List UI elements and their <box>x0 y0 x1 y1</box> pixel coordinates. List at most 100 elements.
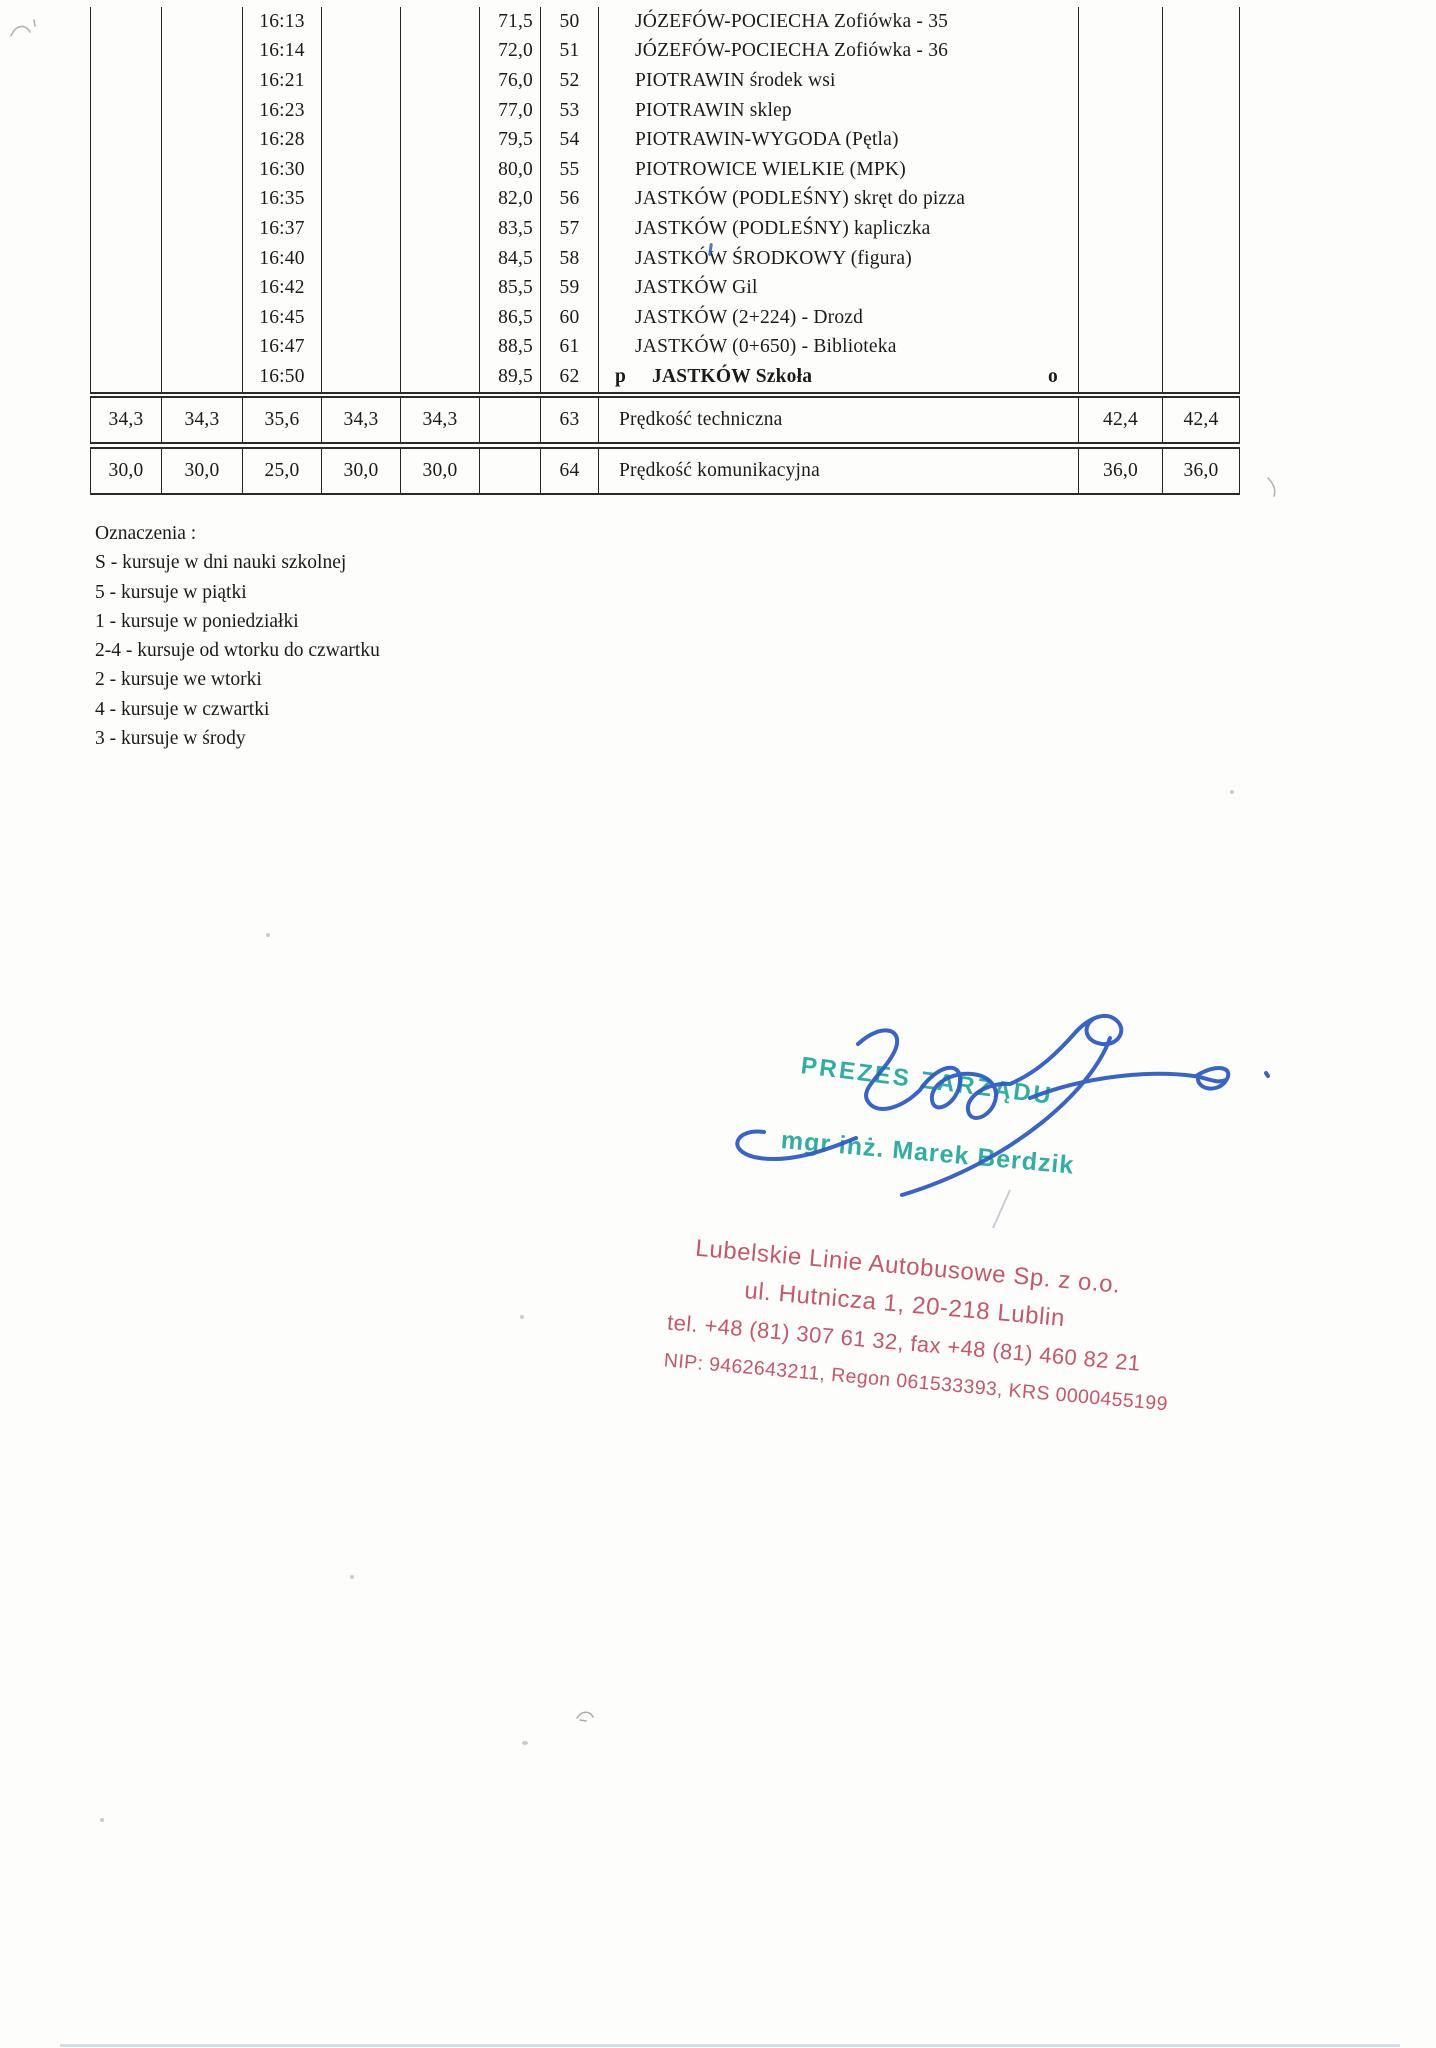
empty-cell <box>321 95 400 126</box>
empty-cell <box>161 214 242 244</box>
empty-cell <box>400 273 479 303</box>
boarding-mark: p <box>615 365 627 387</box>
departure-time: 16:37 <box>242 214 321 244</box>
departure-time: 16:35 <box>242 184 321 215</box>
legend-title: Oznaczenia : <box>95 523 197 544</box>
distance-km: 83,5 <box>479 214 540 244</box>
empty-cell <box>161 154 242 185</box>
stop-name: PIOTRAWIN środek wsi <box>598 66 1078 96</box>
speed-value: 34,3 <box>161 397 242 442</box>
empty-cell <box>400 154 479 185</box>
empty-cell <box>161 66 242 96</box>
stop-name: PIOTROWICE WIELKIE (MPK) <box>598 154 1078 185</box>
scan-artifact <box>266 933 270 937</box>
empty-cell <box>1162 243 1240 274</box>
empty-cell <box>1162 7 1240 37</box>
empty-cell <box>479 397 540 442</box>
empty-cell <box>1078 243 1162 274</box>
empty-cell <box>90 184 161 215</box>
stop-number: 55 <box>540 154 598 185</box>
empty-cell <box>90 362 161 392</box>
speed-value: 30,0 <box>90 448 161 493</box>
table-row: 16:30 80,0 55 PIOTROWICE WIELKIE (MPK) <box>90 154 1240 185</box>
empty-cell <box>321 362 400 392</box>
scan-artifact <box>10 19 36 37</box>
empty-cell <box>321 332 400 363</box>
empty-cell <box>1162 214 1240 244</box>
empty-cell <box>161 95 242 126</box>
speed-value: 35,6 <box>242 397 321 442</box>
empty-cell <box>90 154 161 185</box>
empty-cell <box>1162 332 1240 363</box>
empty-cell <box>90 332 161 363</box>
scan-artifact <box>520 1315 524 1319</box>
stop-name: JASTKÓW Gil <box>598 273 1078 303</box>
empty-cell <box>321 7 400 37</box>
stop-number: 61 <box>540 332 598 363</box>
scan-edge-line <box>60 2044 1400 2047</box>
departure-time: 16:30 <box>242 154 321 185</box>
stop-name: JASTKÓW Szkoła <box>652 365 813 387</box>
distance-km: 76,0 <box>479 66 540 96</box>
speed-row-label: Prędkość techniczna <box>598 397 1078 442</box>
departure-time: 16:23 <box>242 95 321 126</box>
stop-number: 54 <box>540 125 598 155</box>
departure-time: 16:21 <box>242 66 321 96</box>
empty-cell <box>479 448 540 493</box>
departure-time: 16:13 <box>242 7 321 37</box>
empty-cell <box>1078 302 1162 333</box>
commercial-speed-row: 30,0 30,0 25,0 30,0 30,0 64 Prędkość kom… <box>90 446 1240 495</box>
empty-cell <box>90 36 161 67</box>
table-row: 16:37 83,5 57 JASTKÓW (PODLEŚNY) kaplicz… <box>90 214 1240 244</box>
empty-cell <box>161 184 242 215</box>
scan-artifact <box>522 1741 528 1745</box>
distance-km: 72,0 <box>479 36 540 67</box>
alighting-mark: o <box>1048 365 1058 387</box>
distance-km: 86,5 <box>479 302 540 333</box>
empty-cell <box>321 66 400 96</box>
empty-cell <box>1162 362 1240 392</box>
empty-cell <box>1078 36 1162 67</box>
empty-cell <box>400 95 479 126</box>
stop-name: JASTKÓW (2+224) - Drozd <box>598 302 1078 333</box>
empty-cell <box>1162 36 1240 67</box>
empty-cell <box>400 7 479 37</box>
empty-cell <box>400 243 479 274</box>
handwritten-signature <box>735 1014 1270 1229</box>
empty-cell <box>400 184 479 215</box>
empty-cell <box>321 302 400 333</box>
stop-name: PIOTRAWIN-WYGODA (Pętla) <box>598 125 1078 155</box>
speed-value: 36,0 <box>1078 448 1162 493</box>
empty-cell <box>321 243 400 274</box>
scan-artifact <box>1267 477 1276 497</box>
empty-cell <box>1162 66 1240 96</box>
empty-cell <box>1162 302 1240 333</box>
speed-value: 30,0 <box>400 448 479 493</box>
speed-value: 34,3 <box>90 397 161 442</box>
speed-value: 30,0 <box>161 448 242 493</box>
distance-km: 88,5 <box>479 332 540 363</box>
stop-name: PIOTRAWIN sklep <box>598 95 1078 126</box>
empty-cell <box>400 125 479 155</box>
stop-number: 50 <box>540 7 598 37</box>
distance-km: 82,0 <box>479 184 540 215</box>
stop-name: JÓZEFÓW-POCIECHA Zofiówka - 35 <box>598 7 1078 37</box>
empty-cell <box>161 7 242 37</box>
legend: Oznaczenia : S - kursuje w dni nauki szk… <box>95 519 380 753</box>
distance-km: 85,5 <box>479 273 540 303</box>
stop-name: JÓZEFÓW-POCIECHA Zofiówka - 36 <box>598 36 1078 67</box>
stop-name: JASTKÓW (0+650) - Biblioteka <box>598 332 1078 363</box>
empty-cell <box>90 243 161 274</box>
speed-value: 34,3 <box>400 397 479 442</box>
legend-item: S - kursuje w dni nauki szkolnej <box>95 552 347 574</box>
empty-cell <box>1078 184 1162 215</box>
table-row: 16:47 88,5 61 JASTKÓW (0+650) - Bibliote… <box>90 332 1240 363</box>
empty-cell <box>400 36 479 67</box>
empty-cell <box>1078 214 1162 244</box>
stop-number: 57 <box>540 214 598 244</box>
speed-value: 34,3 <box>321 397 400 442</box>
table-row: 16:13 71,5 50 JÓZEFÓW-POCIECHA Zofiówka … <box>90 7 1240 37</box>
empty-cell <box>90 7 161 37</box>
legend-item: 3 - kursuje w środy <box>95 728 246 750</box>
table-row: 16:50 89,5 62 p JASTKÓW Szkoła o <box>90 362 1240 392</box>
